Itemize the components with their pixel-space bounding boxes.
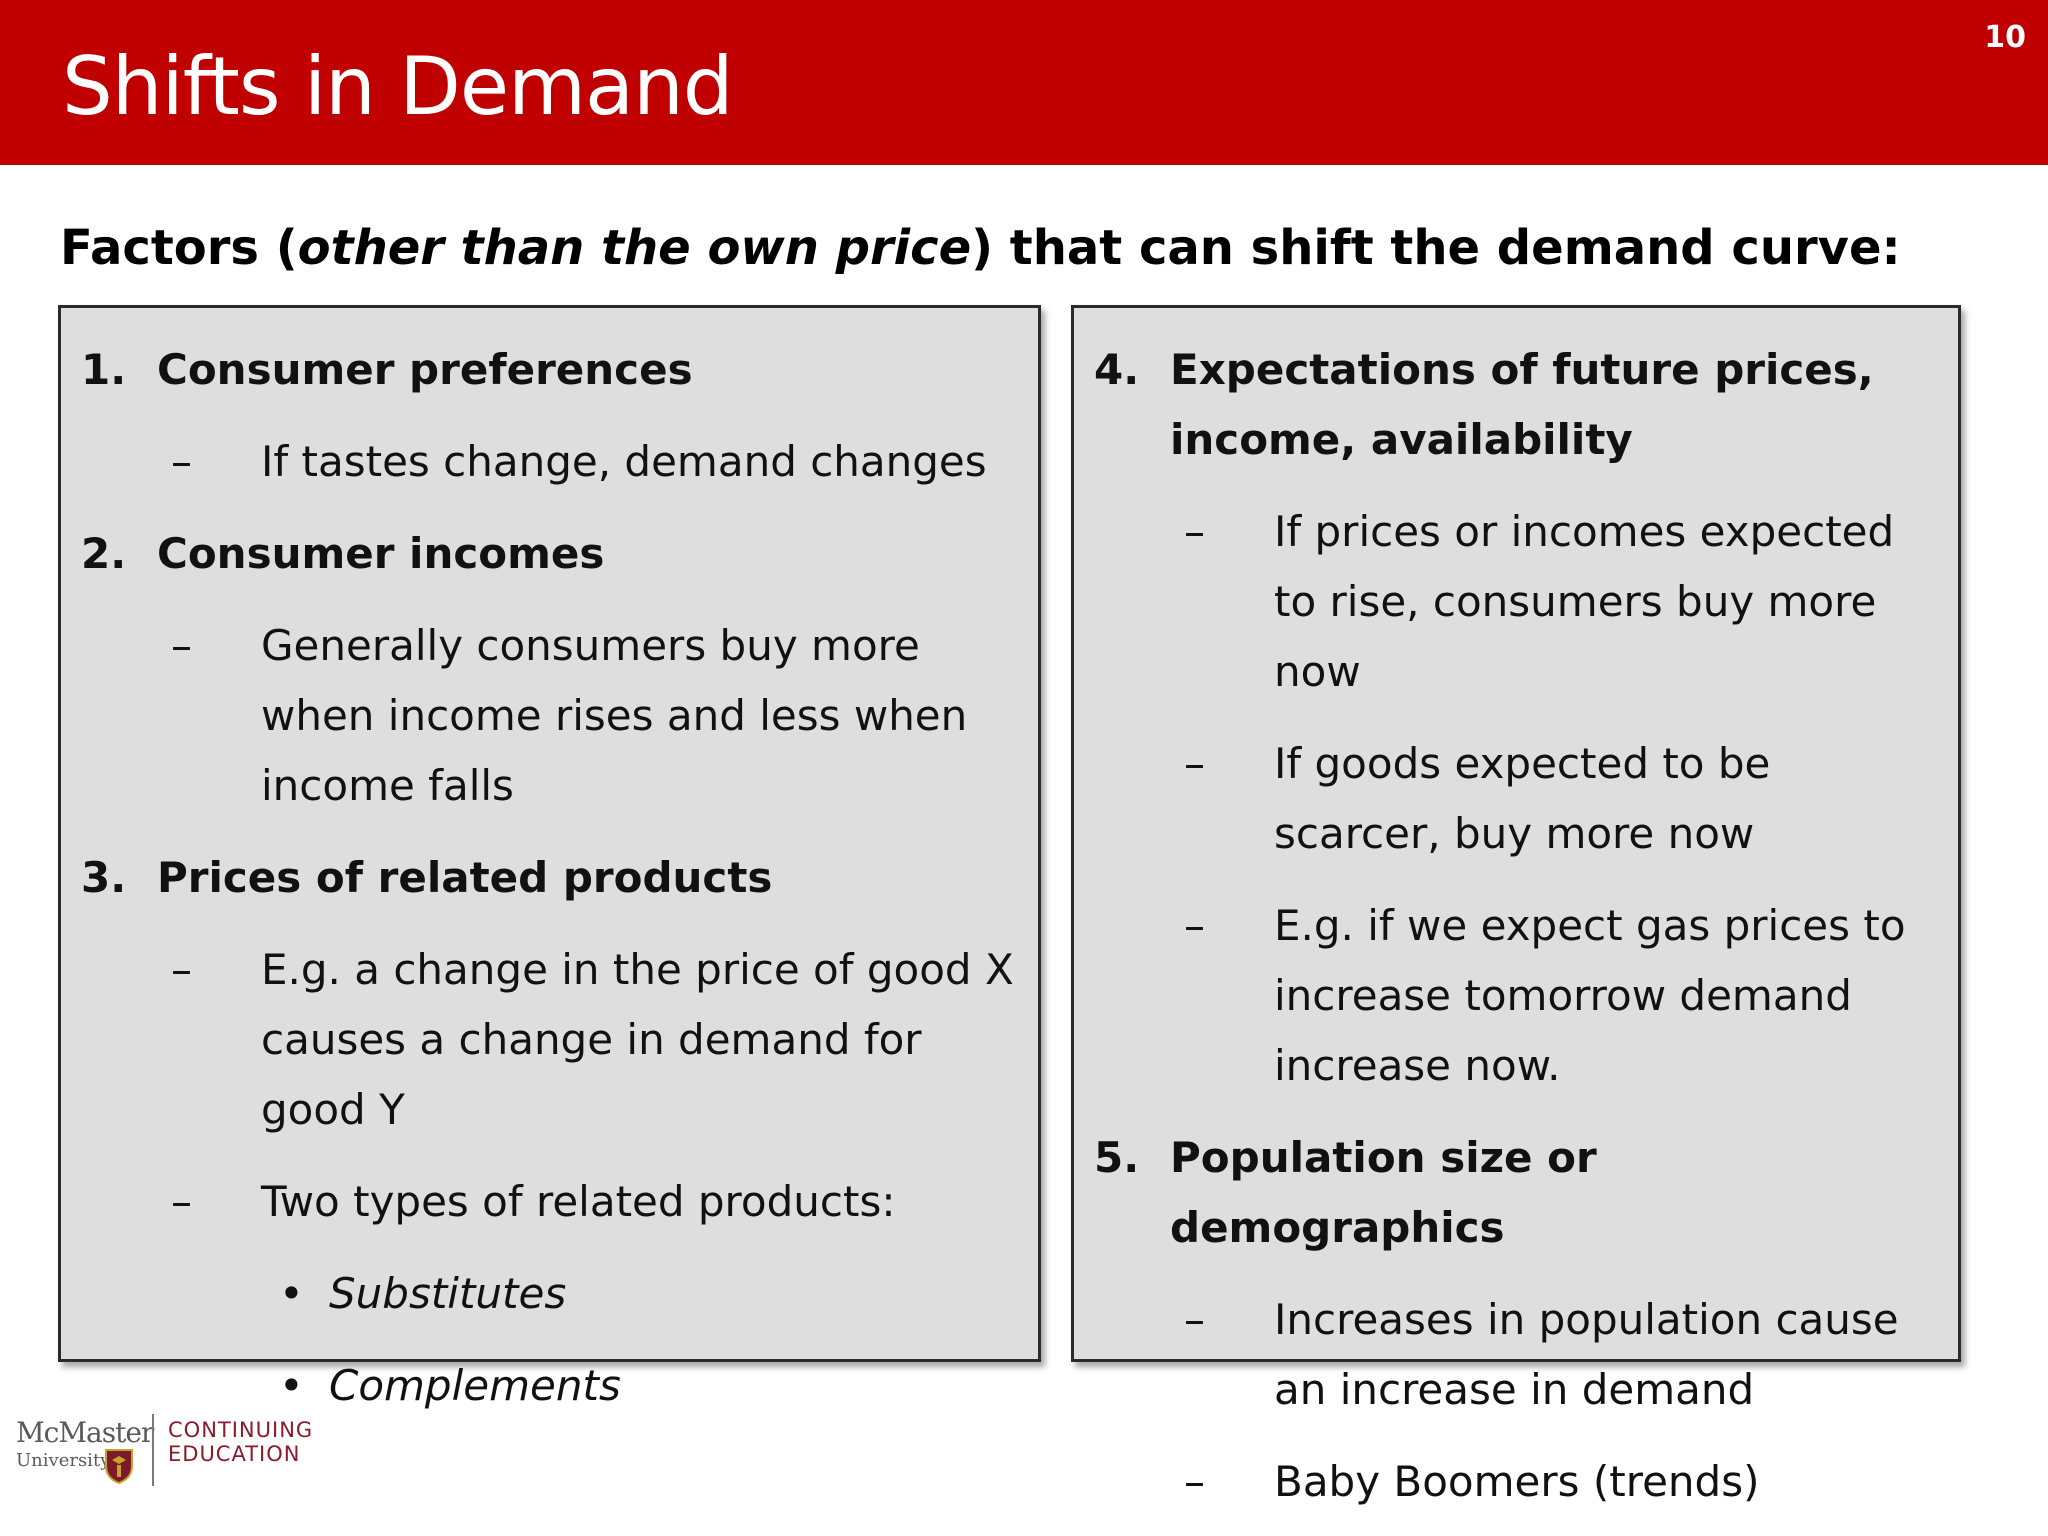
sub-point: – Generally consumers buy more when inco… bbox=[81, 611, 1018, 821]
sub-point: – Increases in population cause an incre… bbox=[1094, 1285, 1938, 1425]
sub-point: – E.g. if we expect gas prices to increa… bbox=[1094, 891, 1938, 1101]
factor-item-population: 5. Population size or demographics bbox=[1094, 1123, 1938, 1263]
sub-point: – If goods expected to be scarcer, buy m… bbox=[1094, 729, 1938, 869]
sub-point-text: Generally consumers buy more when income… bbox=[261, 621, 968, 810]
sub-point-text: Increases in population cause an increas… bbox=[1274, 1295, 1899, 1414]
sub-point: – E.g. a change in the price of good X c… bbox=[81, 935, 1018, 1145]
right-factor-box: 4. Expectations of future prices, income… bbox=[1071, 305, 1961, 1506]
bullet-marker: • bbox=[279, 1269, 304, 1318]
logo-ce-line-1: CONTINUING bbox=[168, 1418, 314, 1442]
sub-point: – Two types of related products: bbox=[81, 1167, 1018, 1237]
subtitle-text-start: Factors ( bbox=[60, 220, 298, 276]
dash-marker: – bbox=[1184, 901, 1205, 950]
dash-marker: – bbox=[1184, 739, 1205, 788]
bullet-point: • Substitutes bbox=[81, 1259, 1018, 1329]
factor-title: Consumer preferences bbox=[157, 345, 693, 394]
dash-marker: – bbox=[1184, 507, 1205, 556]
sub-point-text: If prices or incomes expected to rise, c… bbox=[1274, 507, 1895, 696]
factor-number: 5. bbox=[1094, 1133, 1140, 1182]
bullet-point: • Complements bbox=[81, 1351, 1018, 1421]
sub-point-text: If goods expected to be scarcer, buy mor… bbox=[1274, 739, 1771, 858]
logo-continuing-education: CONTINUING EDUCATION bbox=[168, 1418, 313, 1466]
crest-icon bbox=[105, 1449, 133, 1484]
sub-point: – If prices or incomes expected to rise,… bbox=[1094, 497, 1938, 707]
logo-university-name: McMaster bbox=[16, 1416, 154, 1449]
factor-title: Expectations of future prices, income, a… bbox=[1170, 345, 1874, 464]
left-factor-box: 1. Consumer preferences – If tastes chan… bbox=[58, 305, 1041, 1410]
factor-title: Consumer incomes bbox=[157, 529, 605, 578]
sub-point-text: E.g. a change in the price of good X cau… bbox=[261, 945, 1014, 1134]
factor-number: 2. bbox=[81, 529, 127, 578]
logo-divider bbox=[152, 1414, 154, 1486]
factor-item-incomes: 2. Consumer incomes bbox=[81, 519, 1018, 589]
title-bar: Shifts in Demand 10 bbox=[0, 0, 2048, 165]
logo-ce-line-2: EDUCATION bbox=[168, 1442, 301, 1466]
dash-marker: – bbox=[1184, 1457, 1205, 1506]
sub-point-text: E.g. if we expect gas prices to increase… bbox=[1274, 901, 1906, 1090]
factor-item-preferences: 1. Consumer preferences bbox=[81, 335, 1018, 405]
sub-point-text: Two types of related products: bbox=[261, 1177, 896, 1226]
sub-point-text: If tastes change, demand changes bbox=[261, 437, 987, 486]
sub-point: – If tastes change, demand changes bbox=[81, 427, 1018, 497]
dash-marker: – bbox=[171, 621, 192, 670]
factor-number: 3. bbox=[81, 853, 127, 902]
slide-title: Shifts in Demand bbox=[62, 40, 734, 133]
slide-number: 10 bbox=[1984, 20, 2026, 55]
slide-subtitle: Factors (other than the own price) that … bbox=[60, 220, 1901, 276]
factor-item-expectations: 4. Expectations of future prices, income… bbox=[1094, 335, 1938, 475]
subtitle-emphasis: other than the own price bbox=[297, 220, 972, 276]
sub-point-text: Baby Boomers (trends) bbox=[1274, 1457, 1760, 1506]
factor-title: Prices of related products bbox=[157, 853, 773, 902]
factor-number: 1. bbox=[81, 345, 127, 394]
mcmaster-continuing-education-logo: McMaster University CONTINUING EDUCATION bbox=[14, 1410, 314, 1490]
logo-university-sub: University bbox=[16, 1450, 111, 1471]
dash-marker: – bbox=[171, 945, 192, 994]
subtitle-text-end: ) that can shift the demand curve: bbox=[971, 220, 1901, 276]
dash-marker: – bbox=[171, 437, 192, 486]
bullet-text: Substitutes bbox=[329, 1269, 567, 1318]
dash-marker: – bbox=[1184, 1295, 1205, 1344]
dash-marker: – bbox=[171, 1177, 192, 1226]
factor-item-related-prices: 3. Prices of related products bbox=[81, 843, 1018, 913]
bullet-text: Complements bbox=[329, 1361, 621, 1410]
factor-title: Population size or demographics bbox=[1170, 1133, 1597, 1252]
bullet-marker: • bbox=[279, 1361, 304, 1410]
sub-point: – Baby Boomers (trends) bbox=[1094, 1447, 1938, 1517]
factor-number: 4. bbox=[1094, 345, 1140, 394]
